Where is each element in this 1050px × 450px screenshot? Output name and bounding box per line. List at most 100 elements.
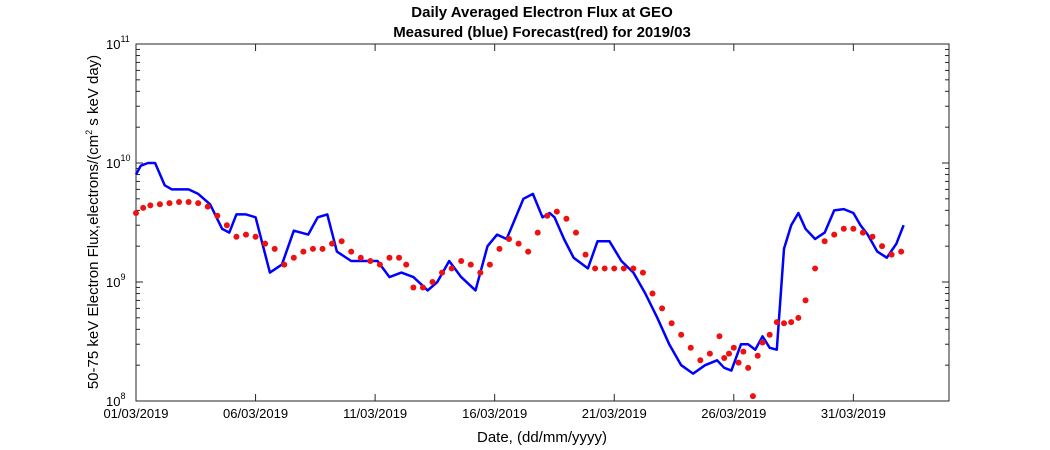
series-forecast-point [223, 222, 230, 229]
series-forecast-point [376, 261, 383, 268]
series-forecast-point [687, 344, 694, 351]
series-forecast-point [759, 339, 766, 346]
series-forecast-point [252, 233, 259, 240]
series-forecast-point [898, 248, 905, 255]
series-forecast-point [309, 245, 316, 252]
series-forecast-point [544, 212, 551, 219]
series-forecast-point [601, 265, 608, 272]
series-forecast-point [773, 319, 780, 326]
x-tick-label: 26/03/2019 [701, 406, 766, 421]
series-forecast-point [630, 265, 637, 272]
y-axis-label: 50-75 keV Electron Flux,electrons/(cm2 s… [84, 55, 102, 389]
series-forecast-point [515, 240, 522, 247]
series-forecast-point [262, 240, 269, 247]
series-forecast-point [659, 305, 666, 312]
series-forecast-point [290, 254, 297, 261]
series-forecast-point [802, 297, 809, 304]
series-forecast-point [439, 269, 446, 276]
y-axis-label-superscript: 2 [84, 130, 94, 135]
x-tick-label: 06/03/2019 [223, 406, 288, 421]
series-forecast-point [319, 245, 326, 252]
y-tick-label: 108 [106, 391, 125, 409]
series-forecast-point [486, 261, 493, 268]
series-forecast-point [812, 265, 819, 272]
series-forecast-point [611, 265, 618, 272]
series-forecast-point [726, 350, 733, 357]
series-forecast-point [639, 269, 646, 276]
series-forecast-point [850, 225, 857, 232]
series-forecast-point [242, 231, 249, 238]
series-forecast-point [572, 229, 579, 236]
series-forecast-point [386, 254, 393, 261]
series-forecast-point [477, 269, 484, 276]
series-forecast-point [506, 235, 513, 242]
series-forecast-point [821, 238, 828, 245]
x-axis-label: Date, (dd/mm/yyyy) [477, 429, 607, 446]
series-forecast-point [525, 248, 532, 255]
series-forecast-point [840, 225, 847, 232]
series-forecast-point [133, 210, 139, 217]
series-forecast-point [859, 229, 866, 236]
series-forecast-point [754, 352, 761, 359]
series-forecast-point [396, 254, 403, 261]
x-tick-label: 21/03/2019 [582, 406, 647, 421]
series-layer [133, 161, 905, 400]
series-forecast-point [357, 254, 364, 261]
x-tick-label: 31/03/2019 [821, 406, 886, 421]
x-tick-label: 01/03/2019 [103, 406, 168, 421]
series-forecast-point [419, 284, 426, 291]
series-forecast-point [678, 331, 685, 338]
series-forecast-point [204, 203, 211, 210]
series-forecast-point [140, 204, 147, 211]
series-forecast-point [716, 333, 723, 340]
series-forecast-point [706, 350, 713, 357]
series-forecast-point [745, 364, 752, 371]
series-forecast-point [329, 240, 336, 247]
series-forecast-point [271, 245, 278, 252]
y-tick-label: 1010 [106, 153, 130, 171]
series-forecast-point [730, 344, 737, 351]
series-forecast-point [458, 258, 465, 265]
series-forecast-point [831, 231, 838, 238]
series-forecast-point [166, 200, 173, 207]
x-axis-ticks: 01/03/2019 06/03/2019 11/03/2019 16/03/2019… [103, 44, 886, 421]
series-forecast-point [740, 348, 747, 355]
series-forecast-point [869, 233, 876, 240]
series-measured-line [134, 161, 905, 375]
series-forecast-point [592, 265, 599, 272]
y-axis-ticks: 108 109 1010 1011 [106, 34, 949, 409]
series-forecast-point [697, 357, 704, 364]
series-forecast-point [668, 320, 675, 327]
series-forecast-point [879, 243, 886, 250]
series-forecast-point [721, 354, 728, 361]
series-forecast-point [233, 233, 240, 240]
series-forecast-point [338, 238, 345, 245]
x-tick-label: 16/03/2019 [462, 406, 527, 421]
series-forecast-point [281, 261, 288, 268]
series-forecast-point [781, 320, 788, 327]
y-axis-label-main: 50-75 keV Electron Flux,electrons/(cm [85, 135, 102, 389]
series-forecast-point [147, 202, 154, 209]
series-forecast-point [403, 261, 410, 268]
series-forecast-point [348, 248, 355, 255]
series-forecast-point [788, 319, 795, 326]
series-forecast-point [410, 284, 417, 291]
plot-area [135, 43, 950, 402]
series-forecast-point [735, 359, 742, 366]
series-forecast-point [156, 201, 163, 208]
series-forecast-point [888, 251, 895, 258]
series-forecast-point [300, 248, 307, 255]
series-forecast-point [176, 199, 183, 206]
series-forecast-point [553, 208, 560, 215]
series-forecast-point [367, 258, 374, 265]
series-forecast-point [429, 279, 436, 285]
series-forecast-point [582, 251, 589, 258]
series-forecast-point [467, 261, 474, 268]
y-tick-label: 109 [106, 272, 125, 290]
series-forecast-point [766, 331, 773, 338]
series-forecast-point [749, 393, 756, 400]
series-forecast-point [534, 229, 541, 236]
x-tick-label: 11/03/2019 [343, 406, 407, 421]
series-forecast-point [185, 199, 192, 206]
